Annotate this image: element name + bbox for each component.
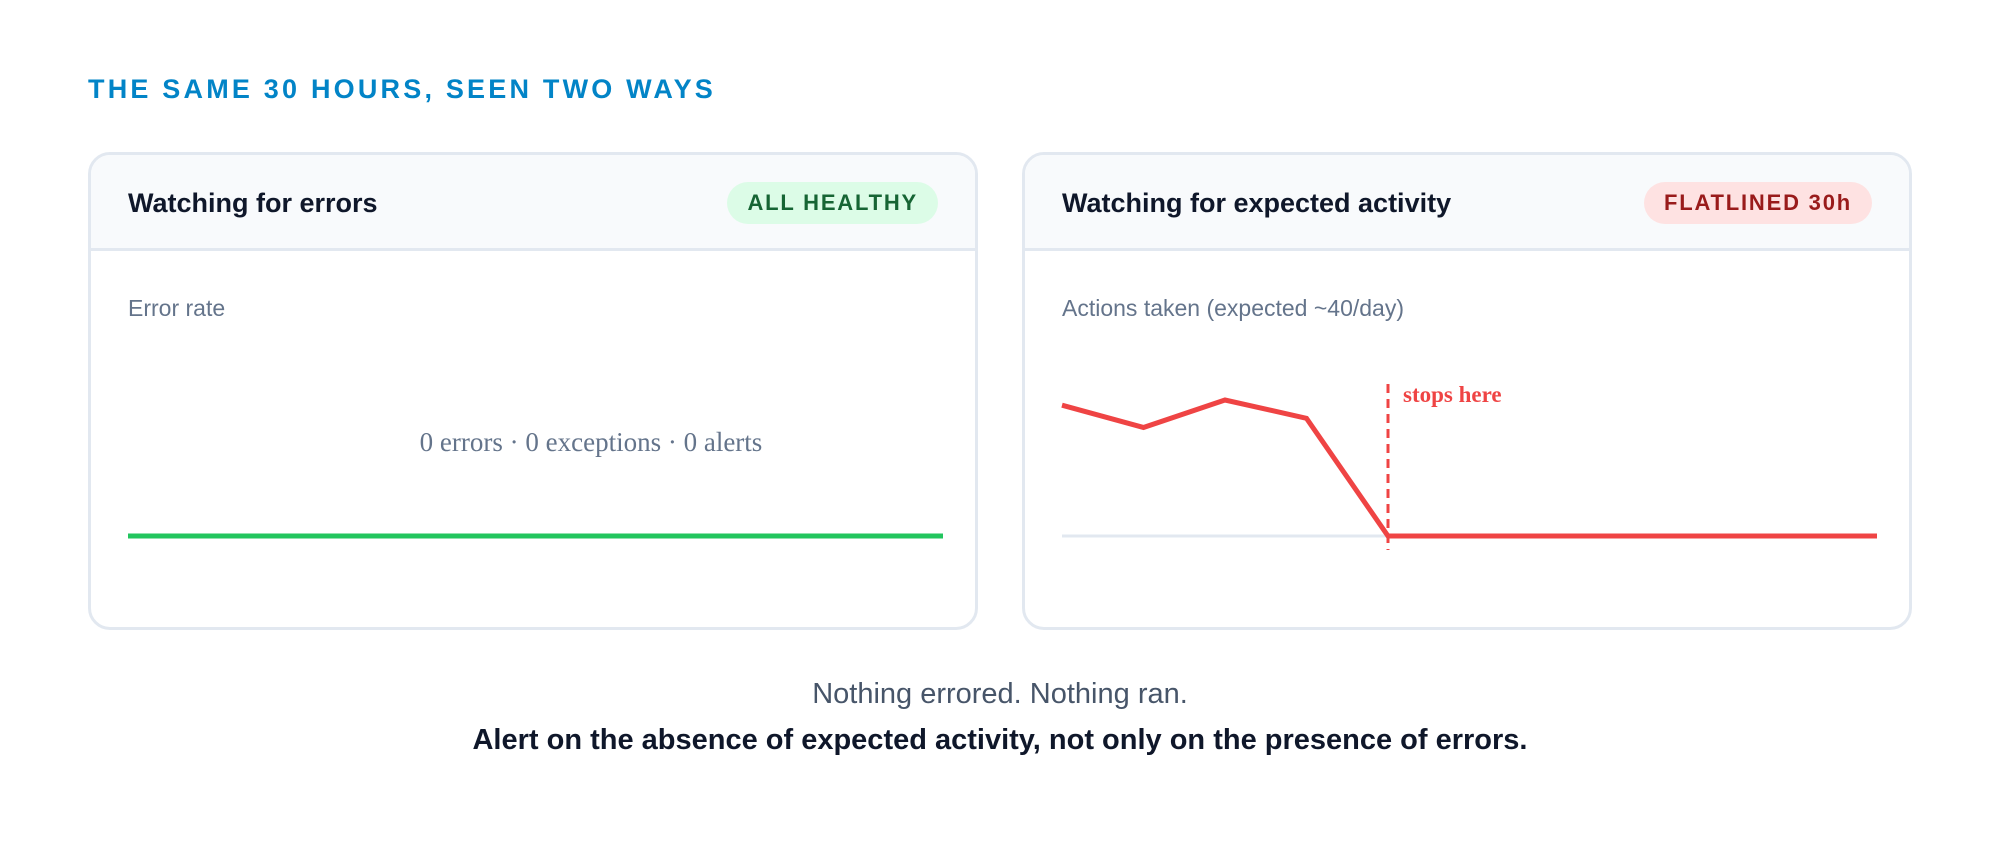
- activity-panel-header: Watching for expected activity FLATLINED…: [1025, 155, 1909, 251]
- footer-recommendation: Alert on the absence of expected activit…: [472, 724, 1528, 756]
- error-rate-plot: [128, 533, 943, 539]
- activity-plot: stops here: [1061, 382, 1877, 550]
- error-rate-label: Error rate: [128, 295, 226, 321]
- errors-panel-title: Watching for errors: [128, 188, 378, 218]
- actions-taken-label: Actions taken (expected ~40/day): [1062, 295, 1405, 321]
- activity-panel-title: Watching for expected activity: [1062, 188, 1452, 218]
- activity-panel: Watching for expected activity FLATLINED…: [1022, 152, 1912, 630]
- errors-panel-header: Watching for errors ALL HEALTHY: [91, 155, 975, 251]
- section-heading: THE SAME 30 HOURS, SEEN TWO WAYS: [88, 74, 716, 104]
- footer-observation: Nothing errored. Nothing ran.: [812, 678, 1188, 710]
- stop-annotation: stops here: [1403, 382, 1502, 407]
- healthy-status-badge: ALL HEALTHY: [727, 182, 938, 224]
- error-summary: 0 errors · 0 exceptions · 0 alerts: [419, 427, 763, 457]
- activity-line: [1061, 397, 1877, 539]
- errors-panel: Watching for errors ALL HEALTHY Error ra…: [88, 152, 978, 630]
- flatlined-status-badge: FLATLINED 30h: [1644, 182, 1872, 224]
